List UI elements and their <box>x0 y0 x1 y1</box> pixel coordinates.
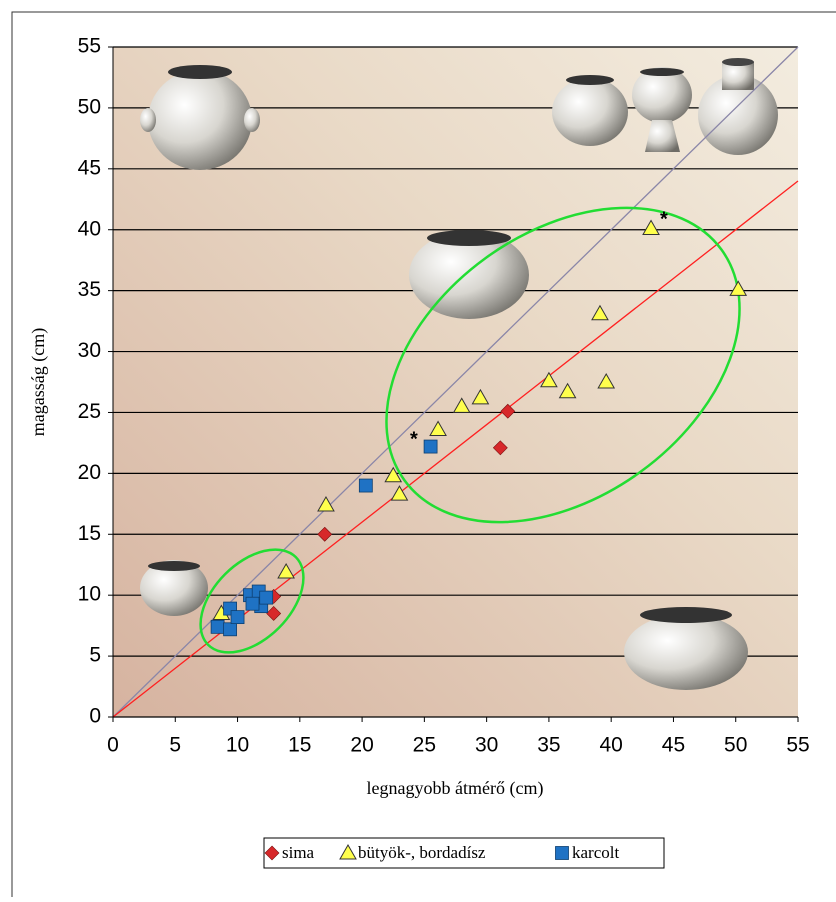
y-tick-label: 50 <box>78 95 101 118</box>
y-tick-label: 25 <box>78 400 101 423</box>
chart: * * legnagyobb átmérő (cm) magasság (cm)… <box>0 0 836 897</box>
y-tick-label: 30 <box>78 339 101 362</box>
x-tick-label: 10 <box>226 734 249 757</box>
y-tick-label: 55 <box>78 35 101 58</box>
legend-label: sima <box>282 843 315 862</box>
x-tick-label: 20 <box>350 734 373 757</box>
x-tick-label: 5 <box>169 734 181 757</box>
y-tick-label: 45 <box>78 156 101 179</box>
square-marker <box>556 847 569 860</box>
y-tick-label: 35 <box>78 278 101 301</box>
annotation: * <box>660 208 668 230</box>
y-tick-label: 5 <box>89 644 101 667</box>
y-tick-label: 15 <box>78 522 101 545</box>
y-tick-label: 10 <box>78 583 101 606</box>
square-marker <box>424 440 437 453</box>
square-marker <box>231 611 244 624</box>
x-tick-label: 35 <box>537 734 560 757</box>
x-tick-label: 45 <box>662 734 685 757</box>
x-axis-label: legnagyobb átmérő (cm) <box>367 778 544 799</box>
x-tick-label: 30 <box>475 734 498 757</box>
y-tick-label: 0 <box>89 705 101 728</box>
legend-label: bütyök-, bordadísz <box>358 843 486 862</box>
x-tick-label: 50 <box>724 734 747 757</box>
square-marker <box>224 623 237 636</box>
legend-label: karcolt <box>572 843 619 862</box>
square-marker <box>246 597 259 610</box>
x-tick-label: 15 <box>288 734 311 757</box>
y-tick-label: 40 <box>78 217 101 240</box>
y-tick-label: 20 <box>78 461 101 484</box>
y-axis-label: magasság (cm) <box>28 328 49 436</box>
x-tick-label: 55 <box>786 734 809 757</box>
square-marker <box>359 479 372 492</box>
x-tick-label: 40 <box>600 734 623 757</box>
x-tick-label: 0 <box>107 734 119 757</box>
square-marker <box>211 620 224 633</box>
annotation: * <box>410 428 418 450</box>
square-marker <box>260 591 273 604</box>
x-tick-label: 25 <box>413 734 436 757</box>
